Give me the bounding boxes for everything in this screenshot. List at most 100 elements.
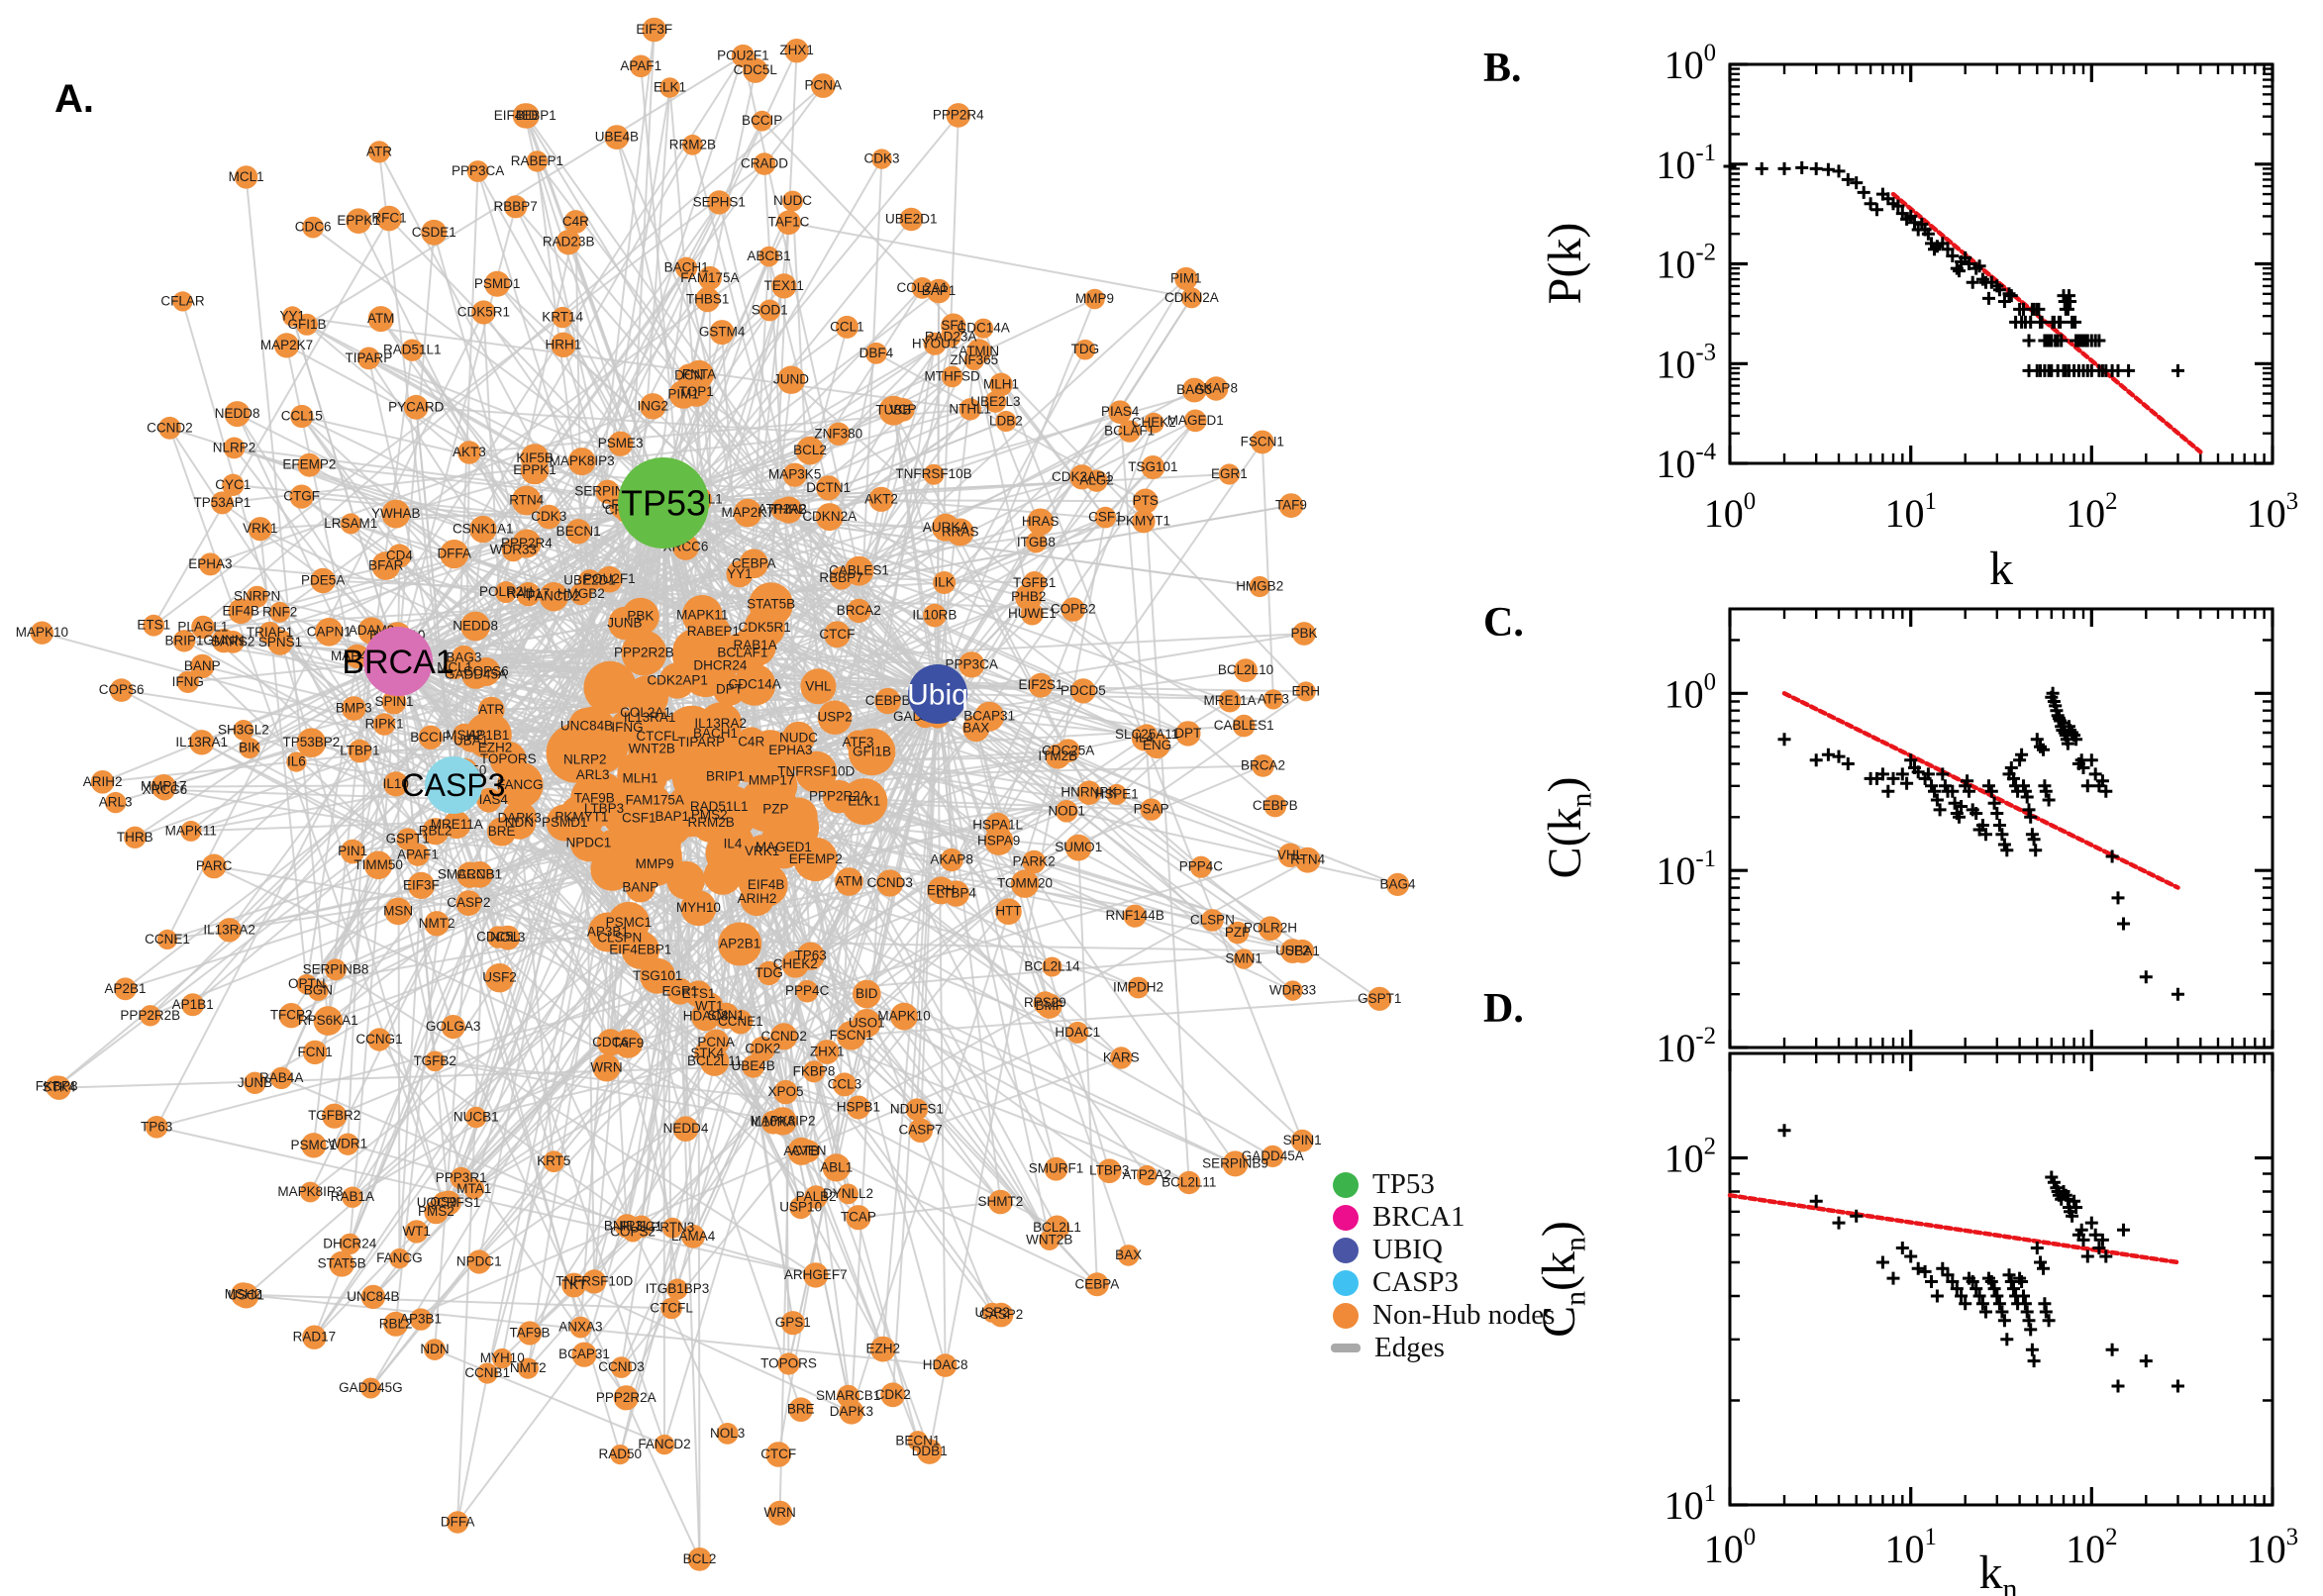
network-node-label: SPIN1 (1283, 1133, 1322, 1147)
network-node-label: HSPB1 (837, 1100, 880, 1115)
y-tick-label: 10-1 (1656, 140, 1716, 187)
network-node (180, 820, 202, 842)
network-node (596, 565, 623, 593)
network-node-label: BRIP1 (164, 633, 203, 648)
network-node-label: RRAS (942, 525, 979, 540)
network-node (340, 839, 365, 864)
network-edge (434, 1348, 665, 1446)
network-node (424, 911, 450, 937)
network-node-label: THRB (770, 502, 807, 517)
network-node (1290, 1129, 1314, 1152)
network-node-label: POU2F1 (583, 571, 636, 586)
network-node-label: CDK2AP1 (1052, 469, 1113, 484)
network-node-label: CAPN1 (307, 624, 352, 639)
network-edge (254, 937, 509, 1084)
network-node (383, 1311, 409, 1337)
network-node-label: WDR1 (328, 1137, 367, 1151)
network-node (492, 1347, 513, 1369)
network-node-label: BANP (184, 658, 221, 673)
network-node (666, 860, 705, 900)
network-node-label: NUDC (773, 193, 812, 208)
legend-item: UBIQ (1333, 1234, 1555, 1266)
panel-D-label: D. (1483, 986, 1524, 1032)
network-edge (781, 387, 1217, 511)
legend-label: TP53 (1372, 1168, 1435, 1200)
network-node-label: TFCP2 (270, 1008, 313, 1023)
network-node (561, 1272, 586, 1298)
network-node-label: CSF1 (1088, 510, 1123, 525)
network-node-label: DPT (716, 682, 743, 697)
network-node (782, 190, 803, 212)
network-edge (813, 1070, 994, 1314)
network-node-label: YWHAB (371, 506, 421, 521)
network-node (610, 1356, 633, 1378)
network-node-label: ING2 (638, 398, 669, 413)
network-node-label: GADD45A (445, 666, 507, 681)
network-node-label: HDAC8 (683, 1009, 729, 1024)
network-node (1218, 463, 1240, 485)
network-node-label: SMURF1 (1029, 1161, 1084, 1176)
network-node-label: RAD17 (507, 586, 551, 601)
network-node (816, 475, 842, 501)
network-node-label: BCCIP (742, 113, 782, 128)
network-node-label: CABLES1 (1214, 718, 1274, 733)
network-edge (858, 858, 1309, 1109)
network-edge (333, 660, 399, 1117)
network-node-label: HDAC1 (1055, 1025, 1100, 1040)
x-axis-title: kn (1979, 1546, 2018, 1596)
network-node-label: PALB2 (796, 1189, 837, 1204)
network-node-label: BGN (304, 983, 333, 998)
network-edge (739, 572, 1035, 584)
network-node (389, 1247, 410, 1269)
network-node-label: PPP4C (1179, 859, 1224, 874)
node-swatch-icon (1333, 1204, 1359, 1231)
network-node-label: EZH2 (865, 1342, 900, 1356)
network-node (782, 462, 807, 487)
network-node (313, 1006, 344, 1036)
network-node (406, 843, 430, 866)
network-node (176, 670, 199, 693)
network-edge (152, 218, 390, 627)
network-node-label: ETS1 (682, 986, 716, 1001)
network-node (405, 1220, 429, 1244)
network-node (765, 1442, 791, 1467)
network-node-label: DDB1 (912, 1444, 948, 1458)
network-node-label: ITGB1BP3 (646, 1281, 710, 1296)
network-node-label: NOL3 (490, 930, 525, 945)
network-node-label: WNT2B (1026, 1232, 1072, 1247)
network-node-label: COPB2 (1051, 602, 1096, 617)
network-node-label: SMARCB1 (816, 1388, 880, 1403)
network-node-label: PPP2R4 (501, 536, 553, 550)
network-node-label: RBL2 (379, 1316, 413, 1331)
network-node-label: UBE2L3 (970, 394, 1020, 409)
y-tick-label: 10-2 (1656, 1023, 1716, 1070)
network-node-label: HRH1 (546, 337, 582, 351)
network-node (357, 347, 380, 370)
network-node (625, 872, 656, 903)
network-node-label: RAD17 (293, 1330, 337, 1345)
network-node (1085, 469, 1108, 492)
network-node-label: SARS2 (211, 634, 254, 648)
network-node-label: BCL2L1 (1033, 1220, 1081, 1235)
y-tick-label: 100 (1665, 668, 1716, 716)
hub-label-ubiq: Ubiq (907, 679, 968, 712)
network-node (835, 867, 863, 896)
network-node-label: RIPK1 (365, 717, 404, 732)
hub-label-casp3: CASP3 (402, 767, 506, 803)
network-node-label: LTBP3 (584, 801, 624, 816)
network-node-label: UQCRFS1 (417, 1195, 481, 1210)
network-node (556, 230, 581, 255)
network-node (476, 787, 502, 813)
network-node-label: AP3B1 (400, 1312, 442, 1327)
network-node-label: WT1 (402, 1224, 431, 1239)
network-node-label: UBA1 (1285, 944, 1320, 958)
hub-node-casp3 (425, 756, 482, 814)
network-node (315, 618, 344, 647)
network-node-label: RAB4A (259, 1070, 303, 1085)
network-edge (134, 660, 399, 839)
network-node-label: LRSAM1 (324, 516, 377, 531)
network-node (590, 848, 634, 891)
network-node-label: USP10 (779, 1200, 822, 1215)
network-node (145, 1116, 168, 1139)
